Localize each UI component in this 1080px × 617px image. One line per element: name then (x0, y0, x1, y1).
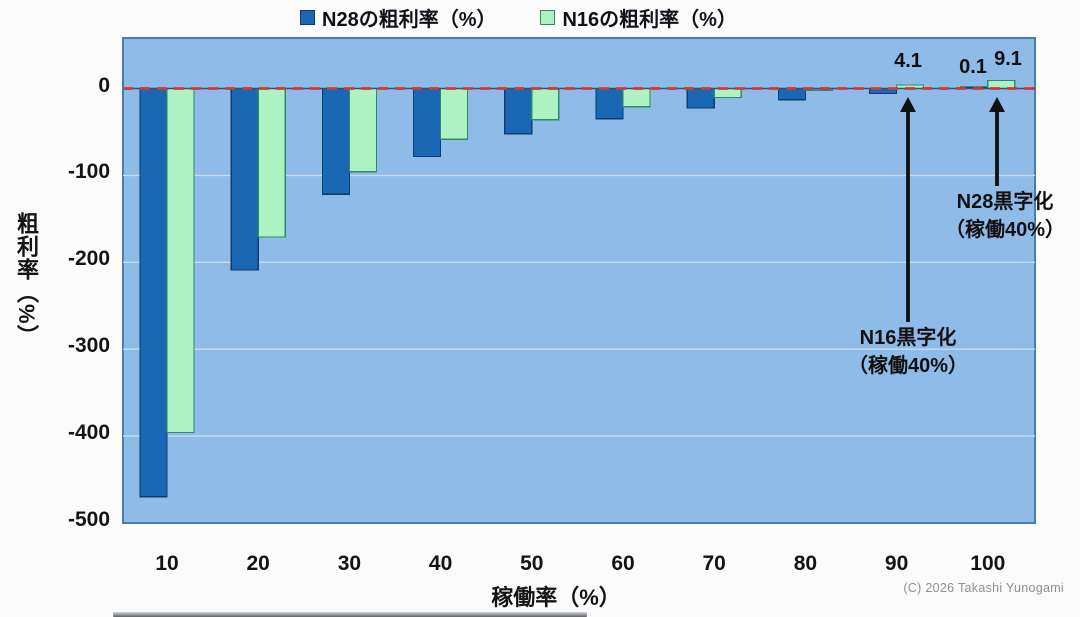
y-tick-label--200: -200 (67, 247, 110, 271)
bar-n16-40 (440, 87, 469, 140)
legend-swatch-n16 (540, 9, 556, 25)
n28-breakeven-note-line2: （稼働40%） (944, 219, 1066, 241)
n16-breakeven-note: N16黒字化 （稼働40%） (796, 324, 1020, 380)
x-tick-label-60: 60 (611, 552, 635, 575)
bottom-cropped-element (113, 612, 587, 617)
data-label-n16-100: 9.1 (994, 48, 1022, 70)
y-tick-label--100: -100 (67, 160, 110, 184)
bar-n28-50 (504, 87, 533, 135)
bar-n16-30 (348, 87, 377, 173)
data-label-n28-100: 0.1 (959, 56, 987, 78)
x-tick-label-20: 20 (246, 552, 270, 575)
bar-n28-10 (139, 87, 168, 498)
y-tick-label--500: -500 (67, 508, 110, 531)
x-axis-title: 稼働率（%） (491, 585, 621, 610)
n16-breakeven-note-line1: N16黒字化 (859, 327, 957, 349)
legend-item-n28: N28の粗利率（%） (300, 3, 496, 32)
x-tick-label-80: 80 (793, 552, 818, 575)
x-tick-label-30: 30 (337, 552, 362, 575)
bar-n16-50 (531, 87, 560, 121)
n28-breakeven-note: N28黒字化 （稼働40%） (893, 188, 1080, 244)
bar-n28-70 (686, 87, 715, 109)
chart-legend: N28の粗利率（%） N16の粗利率（%） (300, 3, 737, 31)
y-tick-label--300: -300 (67, 334, 110, 358)
annotation-arrowhead (900, 97, 916, 112)
bar-n16-60 (622, 87, 651, 108)
y-tick-label-0: 0 (98, 73, 110, 97)
data-label-n16-90: 4.1 (894, 50, 922, 72)
bar-n28-60 (595, 87, 624, 120)
y-axis-title: 粗利率（%） (14, 212, 39, 348)
x-tick-label-10: 10 (155, 552, 179, 575)
bar-n28-30 (321, 87, 350, 195)
bar-n28-80 (777, 87, 807, 101)
legend-label-n16: N16の粗利率（%） (562, 8, 737, 31)
n28-breakeven-note-line1: N28黒字化 (956, 191, 1054, 213)
bar-n28-20 (230, 87, 259, 271)
x-tick-label-100: 100 (970, 552, 1006, 575)
x-tick-label-90: 90 (884, 552, 909, 575)
bar-n28-40 (413, 87, 442, 158)
legend-swatch-n28 (300, 9, 315, 25)
copyright-text: (C) 2026 Takashi Yunogami (903, 581, 1064, 595)
x-tick-label-70: 70 (702, 552, 726, 575)
n16-breakeven-note-line2: （稼働40%） (847, 355, 969, 377)
bar-n16-20 (257, 87, 286, 238)
annotation-arrowhead (989, 97, 1005, 112)
legend-label-n28: N28の粗利率（%） (322, 8, 497, 31)
x-tick-label-40: 40 (428, 552, 453, 575)
bar-n16-10 (166, 87, 195, 434)
x-tick-label-50: 50 (520, 552, 544, 575)
legend-item-n16: N16の粗利率（%） (540, 3, 737, 32)
y-tick-label--400: -400 (67, 421, 110, 445)
